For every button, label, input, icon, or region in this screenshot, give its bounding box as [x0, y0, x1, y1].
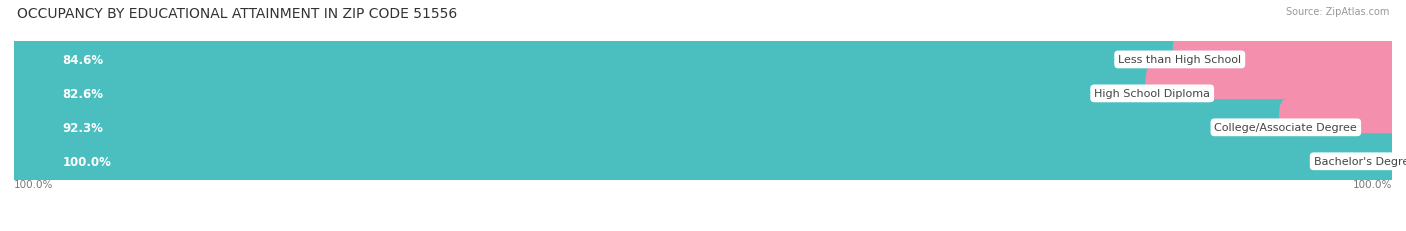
- FancyBboxPatch shape: [1146, 66, 1399, 122]
- Text: 100.0%: 100.0%: [14, 179, 53, 189]
- FancyBboxPatch shape: [7, 134, 1399, 189]
- Text: High School Diploma: High School Diploma: [1094, 89, 1211, 99]
- FancyBboxPatch shape: [14, 79, 1392, 109]
- Text: 92.3%: 92.3%: [62, 121, 103, 134]
- FancyBboxPatch shape: [1173, 32, 1399, 88]
- FancyBboxPatch shape: [7, 32, 1187, 88]
- Text: 84.6%: 84.6%: [62, 54, 104, 67]
- FancyBboxPatch shape: [14, 46, 1392, 75]
- Text: Less than High School: Less than High School: [1118, 55, 1241, 65]
- FancyBboxPatch shape: [1279, 100, 1399, 156]
- Text: 100.0%: 100.0%: [62, 155, 111, 168]
- FancyBboxPatch shape: [14, 147, 1392, 176]
- Text: Bachelor's Degree or higher: Bachelor's Degree or higher: [1313, 157, 1406, 167]
- FancyBboxPatch shape: [7, 66, 1159, 122]
- Text: OCCUPANCY BY EDUCATIONAL ATTAINMENT IN ZIP CODE 51556: OCCUPANCY BY EDUCATIONAL ATTAINMENT IN Z…: [17, 7, 457, 21]
- Text: 100.0%: 100.0%: [1353, 179, 1392, 189]
- Text: 82.6%: 82.6%: [62, 88, 103, 100]
- Text: Source: ZipAtlas.com: Source: ZipAtlas.com: [1285, 7, 1389, 17]
- Text: College/Associate Degree: College/Associate Degree: [1215, 123, 1357, 133]
- FancyBboxPatch shape: [7, 100, 1292, 156]
- FancyBboxPatch shape: [14, 113, 1392, 143]
